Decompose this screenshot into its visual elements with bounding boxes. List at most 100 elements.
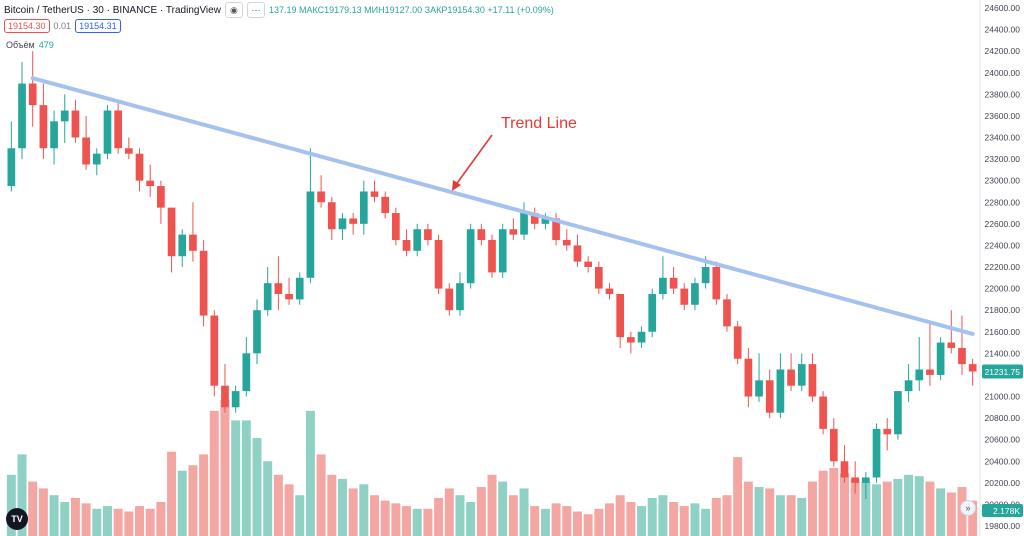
candle-body xyxy=(947,342,956,348)
volume-bar xyxy=(92,508,102,536)
volume-bar xyxy=(936,488,946,536)
volume-bar xyxy=(818,470,828,536)
candle-body xyxy=(466,229,475,284)
trade-prices: 19154.30 0.01 19154.31 xyxy=(4,19,121,33)
spread-value: 0.01 xyxy=(53,21,72,31)
more-icon[interactable]: ⋯ xyxy=(246,2,265,18)
volume-bar xyxy=(402,506,412,536)
candle-body xyxy=(936,342,945,375)
price-tick-label: 22400.00 xyxy=(985,240,1021,250)
candle-body xyxy=(840,461,849,478)
candle-body xyxy=(263,283,272,311)
candle-body xyxy=(178,234,187,257)
candle-body xyxy=(359,191,368,224)
candle-body xyxy=(872,428,881,478)
volume-bar xyxy=(925,481,935,536)
candle-body xyxy=(434,240,443,289)
volume-bar xyxy=(914,476,924,536)
candle-body xyxy=(829,428,838,462)
go-to-realtime-icon[interactable]: » xyxy=(960,500,976,516)
price-tick-label: 20600.00 xyxy=(985,435,1021,445)
volume-bar xyxy=(797,497,807,536)
price-tick-label: 21800.00 xyxy=(985,305,1021,315)
volume-value: 479 xyxy=(38,40,54,50)
candle-body xyxy=(370,191,379,197)
price-tick-label: 23000.00 xyxy=(985,176,1021,186)
candle-body xyxy=(167,207,176,257)
candle-body xyxy=(274,283,283,294)
candle-body xyxy=(915,369,924,381)
volume-bar xyxy=(605,503,614,536)
volume-bar xyxy=(637,506,647,536)
volume-axis-label: 2.178K xyxy=(993,506,1020,516)
volume-bar xyxy=(968,500,978,536)
volume-bar xyxy=(337,478,347,536)
candle-body xyxy=(295,277,304,300)
chart-header: Bitcoin / TetherUS · 30 · BINANCE · Trad… xyxy=(4,2,554,18)
candle-body xyxy=(520,213,528,235)
volume-bar xyxy=(540,508,550,536)
candle-body xyxy=(530,213,539,224)
volume-bar xyxy=(658,495,668,536)
candle-body xyxy=(883,428,892,435)
volume-bar xyxy=(562,506,572,536)
eye-icon[interactable]: ◉ xyxy=(224,2,243,18)
candle-body xyxy=(808,364,817,397)
candle-body xyxy=(253,310,261,354)
volume-bar xyxy=(327,474,337,536)
volume-bar xyxy=(530,506,540,536)
volume-bar xyxy=(893,478,903,536)
price-tick-label: 22600.00 xyxy=(985,219,1021,229)
candle-body xyxy=(498,229,507,273)
volume-bar xyxy=(861,481,871,536)
volume-bar xyxy=(444,488,454,536)
candle-body xyxy=(616,293,625,338)
candle-body xyxy=(327,202,336,230)
candle-body xyxy=(231,391,240,408)
price-tick-label: 24200.00 xyxy=(985,46,1021,56)
volume-bar xyxy=(263,461,273,536)
candle-body xyxy=(968,364,977,372)
symbol-title[interactable]: Bitcoin / TetherUS · 30 · BINANCE · Trad… xyxy=(4,4,221,16)
volume-bar xyxy=(679,506,689,536)
volume-bar xyxy=(722,495,732,536)
volume-bar xyxy=(594,508,604,536)
price-tick-label: 21600.00 xyxy=(985,327,1021,337)
candle-body xyxy=(541,218,550,224)
candle-body xyxy=(135,153,144,181)
volume-bar xyxy=(904,474,914,536)
candle-body xyxy=(819,396,827,429)
candle-body xyxy=(926,369,934,375)
candle-body xyxy=(242,353,251,392)
candle-body xyxy=(317,191,325,203)
candle-body xyxy=(509,229,518,235)
tradingview-logo-icon[interactable]: TV xyxy=(6,508,28,530)
candle-body xyxy=(776,369,785,413)
volume-bar xyxy=(519,488,529,536)
volume-bar xyxy=(156,502,166,536)
candle-body xyxy=(392,213,400,241)
candle-body xyxy=(103,110,112,154)
price-tick-label: 21000.00 xyxy=(985,392,1021,402)
price-tick-label: 20400.00 xyxy=(985,456,1021,466)
volume-bar xyxy=(167,451,177,536)
candle-body xyxy=(50,121,58,149)
volume-bar xyxy=(391,503,401,536)
candle-body xyxy=(691,283,699,305)
volume-bar xyxy=(583,514,593,536)
trend-line xyxy=(30,76,975,336)
volume-bar xyxy=(807,481,817,536)
buy-price-button[interactable]: 19154.31 xyxy=(75,19,121,33)
volume-bar xyxy=(466,502,476,536)
ohlc-values: 137.19 МАКС19179.13 МИН19127.00 ЗАКР1915… xyxy=(268,5,554,15)
sell-price-button[interactable]: 19154.30 xyxy=(4,19,50,33)
candle-body xyxy=(648,293,657,332)
candle-body xyxy=(18,83,26,149)
candle-body xyxy=(787,369,795,386)
price-tick-label: 24400.00 xyxy=(985,25,1021,35)
volume-bar xyxy=(145,508,155,536)
volume-bar xyxy=(775,495,785,536)
volume-bar xyxy=(669,502,679,536)
volume-bar xyxy=(498,481,508,536)
